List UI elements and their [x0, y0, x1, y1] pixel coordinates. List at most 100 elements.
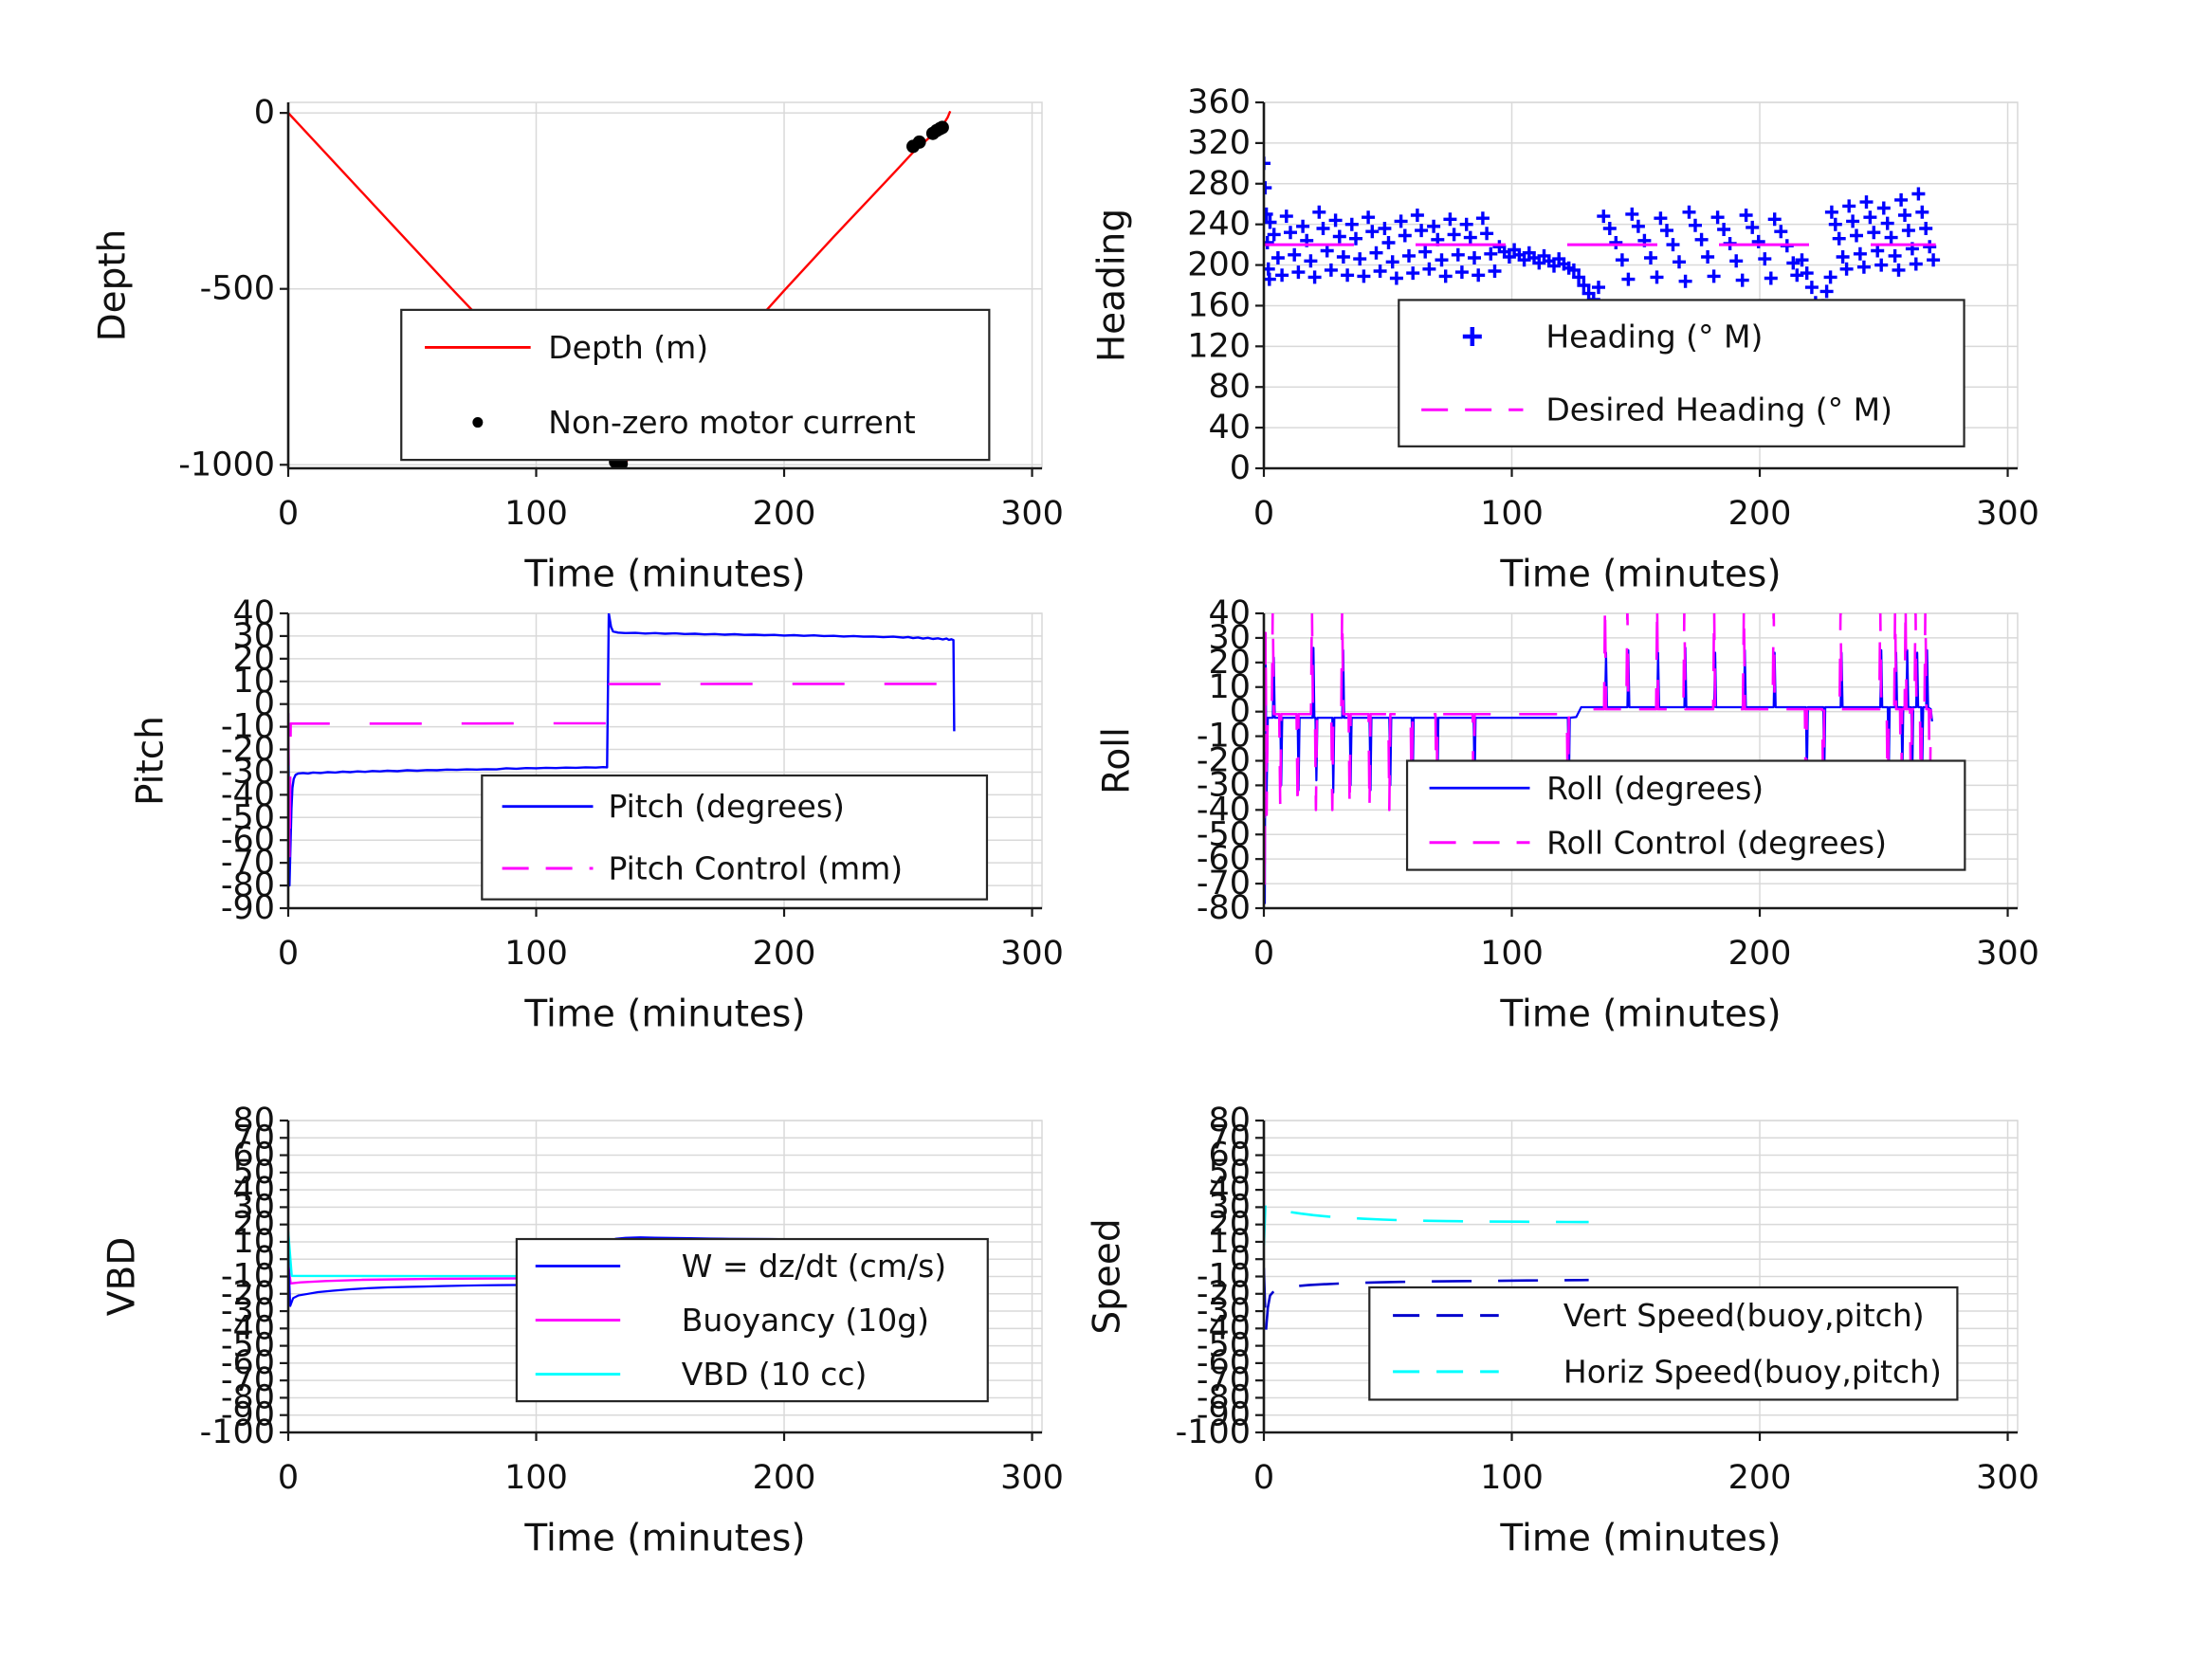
- svg-text:-80: -80: [221, 866, 275, 904]
- vert-speed-line: [1264, 1267, 1589, 1334]
- svg-text:40: 40: [1208, 594, 1251, 632]
- svg-text:-40: -40: [1197, 791, 1251, 829]
- svg-text:0: 0: [278, 1459, 299, 1497]
- svg-text:50: 50: [1208, 1154, 1251, 1192]
- svg-text:200: 200: [753, 495, 816, 533]
- svg-text:0: 0: [1253, 1459, 1274, 1497]
- pitch-legend-label: Pitch Control (mm): [608, 850, 903, 887]
- svg-text:-30: -30: [221, 1292, 275, 1330]
- svg-text:20: 20: [1208, 1206, 1251, 1244]
- speed-xlabel: Time (minutes): [1499, 1518, 1781, 1560]
- svg-text:20: 20: [1208, 644, 1251, 682]
- svg-text:300: 300: [1976, 1459, 2039, 1497]
- svg-text:200: 200: [1187, 246, 1251, 284]
- heading-legend: Heading (° M) Desired Heading (° M): [1398, 299, 1965, 447]
- svg-text:300: 300: [1976, 495, 2039, 533]
- heading-legend-box: [1398, 299, 1965, 447]
- speed-legend: Vert Speed(buoy,pitch) Horiz Speed(buoy,p…: [1368, 1285, 1959, 1401]
- vbd-xlabel: Time (minutes): [523, 1518, 805, 1560]
- speed-legend-label: Vert Speed(buoy,pitch): [1563, 1297, 1925, 1334]
- svg-text:80: 80: [1208, 1102, 1251, 1139]
- svg-text:70: 70: [1208, 1119, 1251, 1157]
- depth-ylabel: Depth: [92, 229, 135, 342]
- svg-text:-20: -20: [221, 1275, 275, 1313]
- svg-text:-60: -60: [221, 821, 275, 859]
- svg-text:10: 10: [232, 663, 275, 701]
- motor-current-dots: [912, 135, 926, 149]
- svg-text:-70: -70: [1197, 865, 1251, 902]
- svg-text:40: 40: [1208, 409, 1251, 447]
- svg-text:320: 320: [1187, 124, 1251, 162]
- svg-text:30: 30: [1208, 1188, 1251, 1226]
- svg-text:100: 100: [1480, 1459, 1544, 1497]
- vbd-legend-label: Buoyancy (10g): [682, 1302, 929, 1339]
- pitch-control-line: [288, 683, 953, 865]
- svg-text:-20: -20: [221, 731, 275, 769]
- svg-text:10: 10: [1208, 668, 1251, 706]
- svg-text:30: 30: [232, 1188, 275, 1226]
- svg-text:-1000: -1000: [178, 446, 275, 483]
- speed-series: [1264, 1204, 1589, 1334]
- speed-tick-labels: 80706050403020100-10-20-30-40-50-60-70-8…: [1176, 1102, 2039, 1497]
- svg-text:-100: -100: [200, 1413, 275, 1451]
- svg-text:-50: -50: [1197, 815, 1251, 853]
- svg-text:-30: -30: [221, 753, 275, 791]
- svg-text:300: 300: [1976, 935, 2039, 973]
- depth-legend-dot-icon: [472, 417, 484, 428]
- pitch-series: [288, 613, 956, 887]
- svg-text:200: 200: [1728, 495, 1792, 533]
- svg-text:-30: -30: [1197, 766, 1251, 804]
- svg-text:-500: -500: [200, 270, 275, 308]
- speed-legend-box: [1368, 1285, 1959, 1401]
- svg-text:-90: -90: [221, 889, 275, 927]
- roll-axes: [1255, 611, 2018, 917]
- vbd-legend-label: VBD (10 cc): [682, 1356, 868, 1393]
- svg-text:360: 360: [1187, 83, 1251, 121]
- svg-text:-70: -70: [1197, 1361, 1251, 1399]
- svg-text:-60: -60: [1197, 840, 1251, 878]
- svg-text:300: 300: [1000, 935, 1064, 973]
- svg-text:-90: -90: [1197, 1396, 1251, 1434]
- roll-xlabel: Time (minutes): [1499, 994, 1781, 1036]
- svg-text:200: 200: [753, 1459, 816, 1497]
- vbd-ylabel: VBD: [101, 1237, 144, 1316]
- depth-legend-box: [400, 308, 991, 462]
- svg-text:-80: -80: [221, 1378, 275, 1416]
- svg-text:30: 30: [1208, 619, 1251, 657]
- svg-text:0: 0: [254, 1240, 275, 1278]
- svg-text:0: 0: [254, 685, 275, 723]
- svg-text:40: 40: [232, 1171, 275, 1209]
- pitch-legend-label: Pitch (degrees): [608, 788, 844, 825]
- svg-text:-30: -30: [1197, 1292, 1251, 1330]
- roll-control-line: [1264, 613, 1932, 890]
- svg-text:160: 160: [1187, 286, 1251, 324]
- roll-legend-label: Roll (degrees): [1546, 770, 1764, 807]
- svg-text:-40: -40: [221, 1309, 275, 1347]
- svg-text:0: 0: [1230, 1240, 1251, 1278]
- horiz-speed-line: [1264, 1204, 1589, 1246]
- heading-legend-plus-icon: [1462, 327, 1482, 347]
- svg-text:-10: -10: [221, 1258, 275, 1296]
- svg-text:300: 300: [1000, 1459, 1064, 1497]
- svg-text:-60: -60: [221, 1344, 275, 1382]
- svg-text:80: 80: [1208, 368, 1251, 406]
- speed-ylabel: Speed: [1087, 1218, 1129, 1334]
- svg-text:0: 0: [1253, 935, 1274, 973]
- svg-text:-20: -20: [1197, 742, 1251, 780]
- svg-text:10: 10: [232, 1223, 275, 1261]
- depth-legend: Depth (m) Non-zero motor current: [400, 308, 991, 462]
- vbd-axes: [280, 1119, 1042, 1441]
- speed-legend-label: Horiz Speed(buoy,pitch): [1563, 1353, 1942, 1390]
- svg-text:100: 100: [504, 935, 568, 973]
- svg-text:-80: -80: [1197, 1378, 1251, 1416]
- chart-speed: 80706050403020100-10-20-30-40-50-60-70-8…: [1087, 1102, 2039, 1560]
- roll-legend-box: [1405, 759, 1966, 871]
- chart-vbd: 80706050403020100-10-20-30-40-50-60-70-8…: [101, 1102, 1064, 1560]
- svg-text:0: 0: [254, 94, 275, 132]
- pitch-line: [288, 613, 956, 887]
- depth-xlabel: Time (minutes): [523, 554, 805, 596]
- pitch-ylabel: Pitch: [130, 716, 173, 806]
